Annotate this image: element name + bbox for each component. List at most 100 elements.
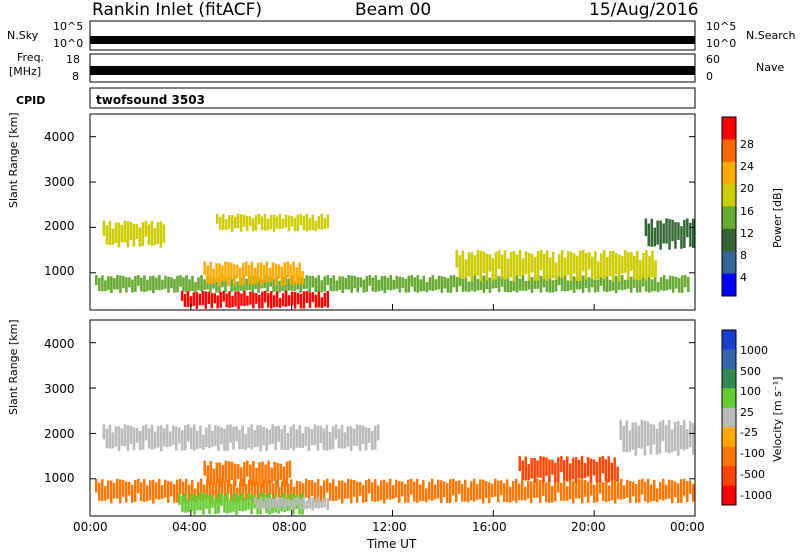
region-1-5-cell [577,459,581,479]
region-0-0-cell [596,276,600,292]
region-1-3-cell [162,428,166,447]
region-1-2-cell [275,496,278,508]
region-0-0-cell [491,278,495,289]
region-1-0-cell [251,479,254,504]
region-1-0-cell [395,479,398,498]
region-1-0-cell [611,480,614,501]
region-1-0-cell [269,480,272,495]
region-1-1-cell [211,495,214,508]
region-1-0-cell [287,483,290,501]
region-0-0-cell [320,280,323,293]
region-1-5-cell [595,461,599,483]
region-1-0-cell [149,480,152,501]
power-ytick-1000: 1000 [44,264,75,278]
colorbar-swatch-1-8 [722,485,736,506]
region-1-0-cell [677,483,680,503]
region-1-0-cell [443,481,446,498]
region-0-0-cell [557,275,561,286]
region-1-6-cell [661,419,665,442]
region-0-1-cell [261,291,264,309]
region-1-5-cell [533,458,536,483]
region-1-3-cell [120,428,124,446]
power-ytick-3000: 3000 [44,175,75,189]
region-1-0-cell [191,480,194,501]
region-0-0-cell [209,276,212,293]
region-0-5-cell [627,252,630,281]
region-0-0-cell [167,276,170,293]
region-1-0-cell [137,478,140,494]
region-1-3-cell [256,425,259,447]
region-1-0-cell [119,479,122,504]
region-0-0-cell [674,277,678,289]
region-0-0-cell [170,277,173,288]
freq-tick-top-left: 18 [66,53,80,66]
region-0-0-cell [584,275,588,289]
region-0-0-cell [479,275,483,290]
region-0-6-cell [680,226,683,249]
region-0-1-cell [284,290,288,307]
region-0-6-cell [659,220,662,250]
velocity-colorbar [721,329,737,506]
region-1-6-cell [689,421,692,448]
region-0-0-cell [113,277,116,290]
colorbar-swatch-0-6 [722,251,736,275]
region-0-0-cell [323,276,326,292]
velocity-cbar-tick-m100: -100 [740,447,765,460]
region-1-6-cell [619,419,622,440]
region-0-2-cell [221,265,224,282]
region-1-3-cell [135,427,139,443]
region-1-6-cell [692,423,695,455]
region-0-0-cell [137,275,140,286]
region-0-1-cell [192,292,196,306]
power-cbar-tick-12: 12 [740,227,754,240]
region-1-5-cell [610,462,613,481]
region-1-0-cell [608,485,611,502]
region-1-1-cell [244,498,247,511]
region-0-4-cell [308,218,312,231]
region-0-1-cell [278,297,282,308]
region-1-0-cell [350,479,353,504]
region-1-3-cell [241,425,244,450]
colorbar-frame-0 [721,116,737,297]
region-1-0-cell [623,485,626,499]
region-0-2-cell [265,261,269,283]
region-0-5-cell [600,253,603,278]
region-0-5-cell [473,255,477,276]
region-0-1-cell [273,295,276,308]
region-0-4-cell [236,213,240,229]
region-1-3-cell [343,432,347,449]
region-0-0-cell [236,281,239,293]
region-0-0-cell [569,276,573,290]
region-0-0-cell [575,277,579,290]
region-0-0-cell [566,280,570,292]
colorbar-swatch-1-1 [722,349,736,370]
region-0-0-cell [152,275,155,294]
region-1-3-cell [111,432,115,449]
region-0-5-cell [551,251,555,279]
region-1-5-cell [574,457,578,484]
region-0-5-cell [542,253,546,280]
region-1-2-cell [256,499,260,509]
region-0-5-cell [639,260,642,281]
region-0-0-cell [635,278,639,293]
region-1-3-cell [190,427,193,450]
region-0-6-cell [686,218,689,238]
region-1-2-cell [290,500,293,510]
region-0-3-cell [108,221,112,245]
region-1-2-cell [311,497,314,511]
region-1-2-cell [281,497,284,507]
region-0-0-cell [380,276,384,291]
region-0-0-cell [581,275,585,293]
region-1-2-cell [269,497,272,511]
nsky-tick-bottom-left: 10^0 [53,37,84,50]
region-1-0-cell [248,479,251,500]
region-1-5-cell [613,457,616,481]
region-1-1-cell [178,492,181,505]
region-0-0-cell [494,275,498,289]
region-1-2-cell [314,498,317,509]
region-1-0-cell [632,481,635,497]
region-1-0-cell [578,478,581,499]
region-1-0-cell [122,480,125,497]
region-1-0-cell [548,479,551,503]
